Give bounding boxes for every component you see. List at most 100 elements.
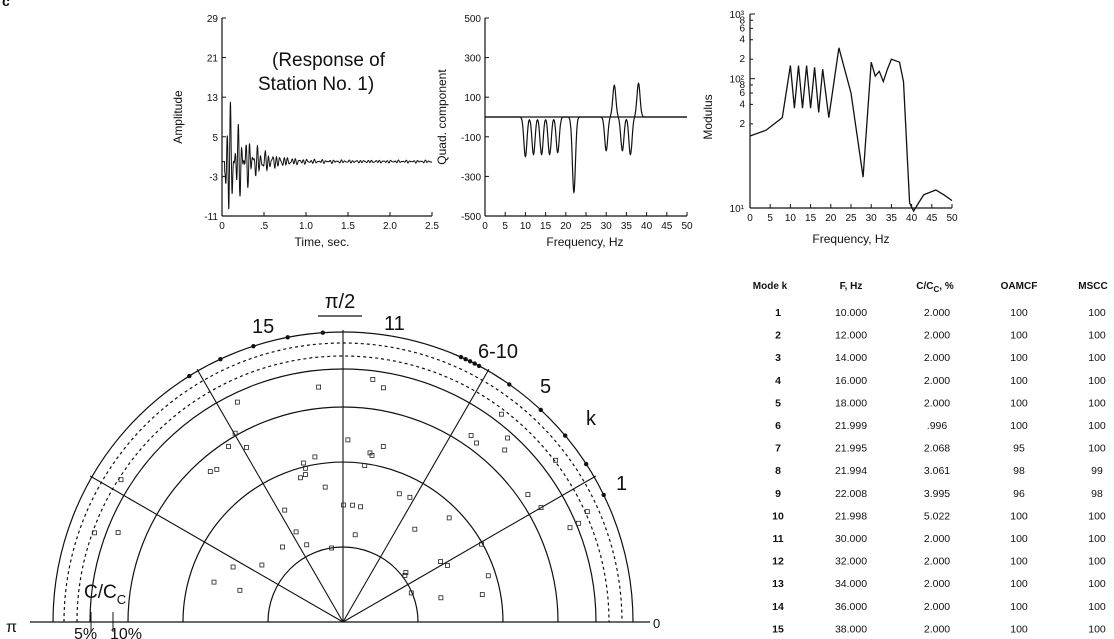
table-cell: 15: [772, 623, 784, 635]
polar-scatter-marker: [207, 469, 213, 475]
col-header-mscc: MSCC: [1078, 281, 1107, 292]
polar-scatter-marker: [407, 494, 413, 500]
polar-scatter-marker: [538, 505, 544, 511]
table-cell: 2.000: [924, 307, 950, 319]
table-row: 2 12.000 2.000 100 100: [775, 330, 1106, 342]
polar-scatter-marker: [446, 515, 452, 521]
polar-mode-point-7: [472, 361, 477, 366]
quadrature-y-tick-label: -100: [461, 133, 481, 144]
polar-scatter-marker: [304, 542, 310, 548]
table-cell: 100: [1088, 397, 1106, 409]
table-cell: 4: [775, 375, 781, 387]
polar-mode-point-9: [463, 357, 468, 362]
table-cell: 5.022: [924, 510, 950, 522]
table-row: 4 16.000 2.000 100 100: [775, 375, 1106, 387]
polar-scatter-marker: [576, 520, 581, 526]
table-cell: 100: [1010, 578, 1028, 590]
quadrature-x-tick-label: 50: [681, 221, 693, 232]
polar-scatter-marker: [316, 384, 322, 390]
time-history-axes: [221, 18, 432, 217]
table-row: 6 21.999 .996 100 100: [775, 420, 1106, 432]
modulus-x-tick-label: 0: [747, 213, 753, 224]
modulus-x-tick-label: 50: [946, 213, 958, 224]
polar-scatter-marker: [345, 437, 351, 443]
quadrature-x-tick-label: 25: [580, 221, 592, 232]
modulus-y-minor-tick-label: 6: [739, 88, 745, 99]
table-cell: 100: [1088, 623, 1106, 635]
table-cell: 100: [1010, 397, 1028, 409]
modulus-series-line: [749, 47, 953, 213]
table-cell: 100: [1010, 623, 1028, 635]
polar-scatter-marker: [553, 457, 558, 463]
polar-scatter-marker: [567, 525, 573, 531]
polar-scatter-marker: [230, 564, 236, 570]
panel-letter: c: [2, 0, 10, 9]
polar-scatter-marker: [341, 502, 346, 508]
table-cell: 100: [1010, 307, 1028, 319]
col-header-mode: Mode k: [753, 281, 788, 292]
table-cell: 98: [1091, 488, 1103, 500]
table-cell: 100: [1010, 510, 1028, 522]
modulus-x-tick-label: 10: [785, 213, 797, 224]
polar-mode-point-2: [584, 461, 589, 467]
quadrature-x-tick-label: 0: [482, 221, 488, 232]
table-cell: 100: [1088, 420, 1106, 432]
polar-mode-label-k: k: [586, 408, 597, 430]
quadrature-x-tick-label: 35: [621, 221, 633, 232]
table-cell: 8: [775, 465, 781, 477]
table-cell: 100: [1088, 533, 1106, 545]
quadrature-x-tick-label: 10: [520, 221, 532, 232]
table-row: 12 32.000 2.000 100 100: [772, 556, 1106, 568]
table-cell: 98: [1013, 465, 1025, 477]
table-cell: 11: [772, 533, 783, 545]
polar-mode-point-10: [458, 354, 464, 360]
polar-scatter-marker: [408, 590, 414, 596]
polar-scatter-marker: [380, 444, 386, 449]
polar-scatter-marker: [214, 466, 220, 472]
table-cell: 95: [1013, 443, 1025, 455]
time-history-x-tick-label: .5: [260, 221, 269, 232]
polar-mode-point-11: [320, 330, 325, 335]
table-cell: 3.061: [924, 465, 950, 477]
modulus-y-minor-tick-label: 6: [739, 23, 745, 34]
table-row: 10 21.998 5.022 100 100: [772, 510, 1106, 522]
polar-scatter-marker: [211, 579, 217, 585]
quadrature-x-tick-label: 15: [540, 221, 552, 232]
quadrature-ticks: 0 5 10 15 20 25 30 35 40 45 50 500 300 100 -100 -300 -50…: [461, 14, 693, 232]
modulus-xlabel: Frequency, Hz: [812, 232, 889, 246]
modulus-y-minor-tick-label: 4: [739, 35, 745, 46]
polar-scatter-marker: [352, 532, 358, 538]
polar-scatter-marker: [92, 530, 97, 536]
quadrature-x-tick-label: 40: [641, 221, 653, 232]
polar-scatter-marker: [226, 444, 231, 449]
polar-mode-point-3: [563, 433, 568, 438]
polar-scatter-marker: [329, 545, 335, 551]
table-cell: 100: [1088, 510, 1106, 522]
modulus-x-tick-label: 25: [845, 213, 857, 224]
time-history-x-tick-label: 1.0: [299, 221, 313, 232]
quadrature-plot: 0 5 10 15 20 25 30 35 40 45 50 500 300 100 -100 -300 -50…: [435, 14, 693, 249]
polar-mode-label-15: 15: [252, 316, 274, 338]
polar-mode-point-5: [507, 382, 512, 387]
polar-mode-label-5: 5: [540, 376, 551, 398]
polar-label-top: π/2: [325, 291, 355, 313]
polar-scatter-marker: [115, 530, 121, 535]
time-history-annotation-line2: Station No. 1): [258, 74, 374, 95]
time-history-y-tick-label: 29: [207, 14, 219, 25]
table-cell: 100: [1088, 443, 1106, 455]
table-cell: 2.000: [924, 623, 950, 635]
quadrature-ylabel: Quad. component: [435, 69, 449, 165]
table-cell: 38.000: [835, 623, 867, 635]
modulus-y-minor-tick-label: 8: [739, 80, 745, 91]
polar-spoke: [342, 368, 490, 623]
table-row: 11 30.000 2.000 100 100: [772, 533, 1105, 545]
table-cell: 100: [1010, 330, 1028, 342]
table-cell: 21.995: [835, 443, 867, 455]
polar-scatter-marker: [232, 430, 238, 436]
table-cell: 7: [775, 443, 781, 455]
table-cell: 2.000: [924, 533, 950, 545]
polar-scatter-marker: [502, 447, 508, 453]
table-cell: 13: [772, 578, 784, 590]
table-cell: 100: [1010, 420, 1028, 432]
